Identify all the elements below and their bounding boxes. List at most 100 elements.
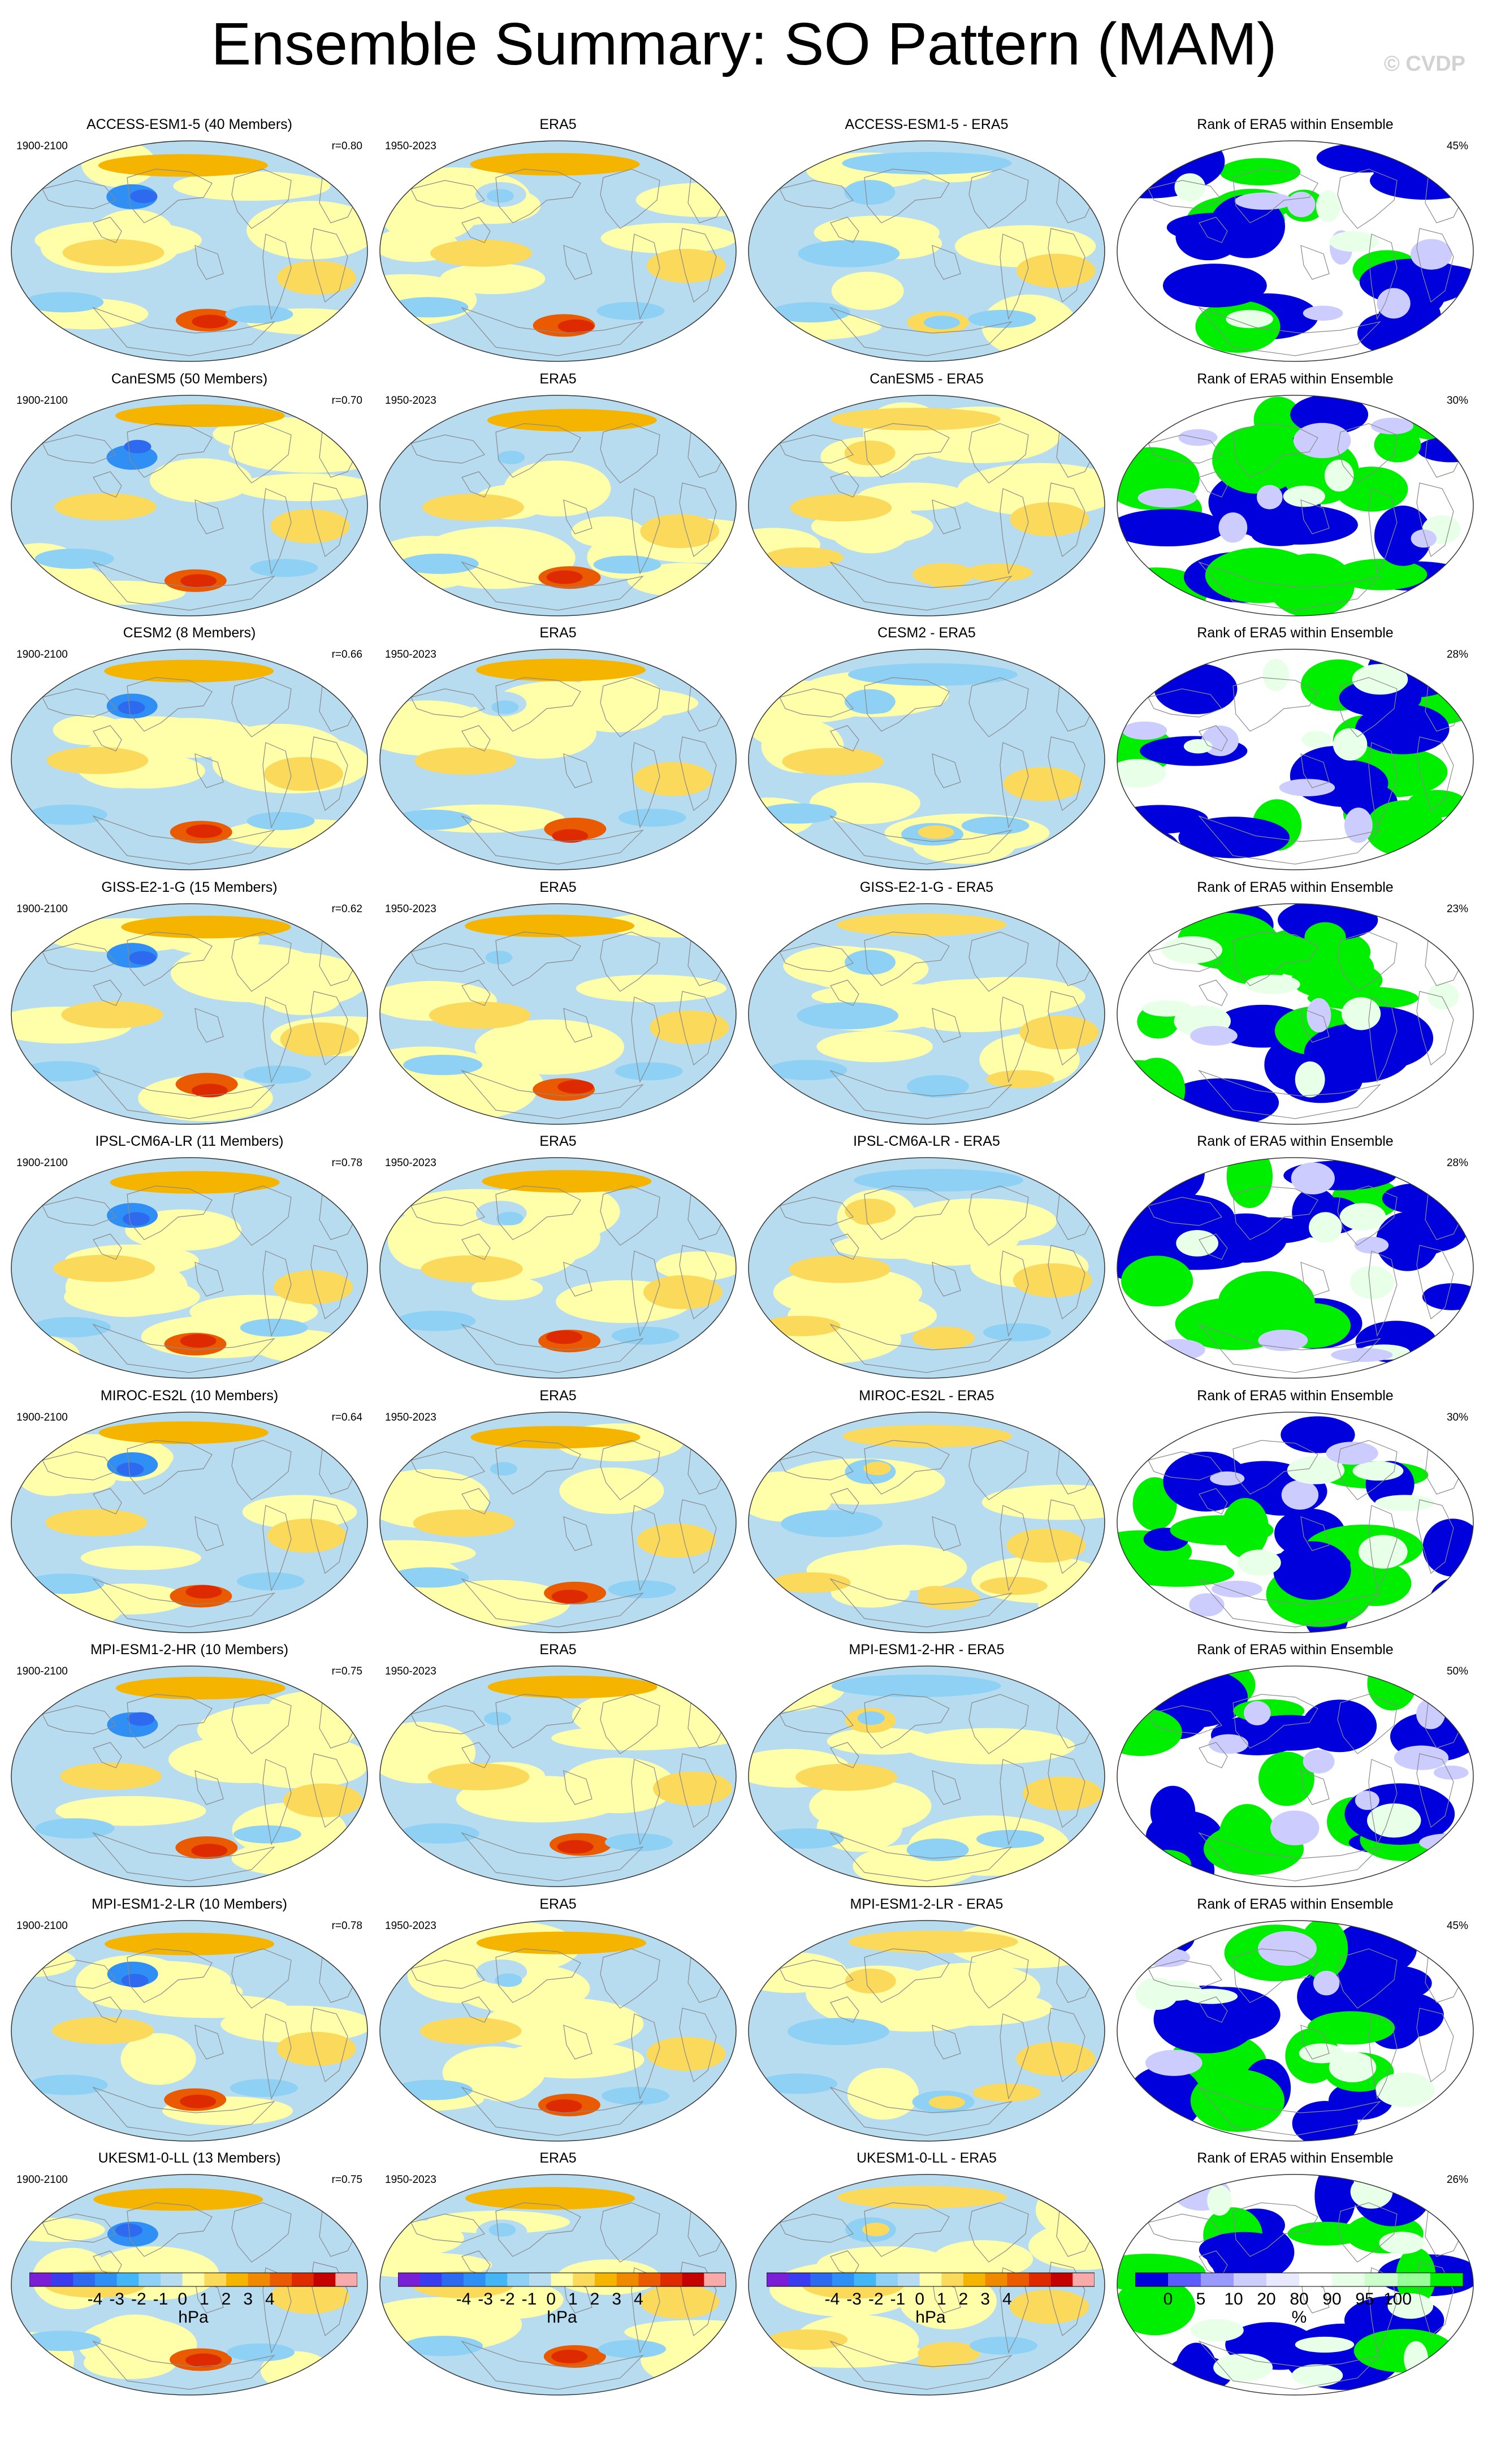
anomaly-contour bbox=[928, 2095, 965, 2109]
anomaly-contour bbox=[98, 154, 268, 177]
rank-region bbox=[1251, 523, 1308, 546]
map-border bbox=[11, 1157, 368, 1379]
panel-title: UKESM1-0-LL (13 Members) bbox=[98, 2150, 281, 2166]
map-border bbox=[379, 1157, 737, 1379]
coastline bbox=[194, 1262, 224, 1297]
colorbar-tick-label: 5 bbox=[1196, 2290, 1206, 2308]
coastline bbox=[563, 245, 592, 280]
panel-title: CESM2 (8 Members) bbox=[123, 625, 256, 641]
coastline bbox=[92, 1323, 275, 1373]
map-border bbox=[11, 1411, 368, 1633]
rank-region bbox=[1339, 1203, 1386, 1231]
anomaly-contour bbox=[28, 804, 107, 825]
anomaly-contour bbox=[504, 460, 611, 516]
anomaly-contour bbox=[34, 548, 114, 569]
map-border bbox=[748, 1919, 1105, 2142]
rank-region bbox=[1399, 261, 1447, 316]
anomaly-contour bbox=[593, 555, 661, 573]
coastline bbox=[968, 1439, 1029, 1500]
colorbar-tick-label: -3 bbox=[846, 2290, 862, 2308]
coastline bbox=[127, 677, 213, 732]
coastline bbox=[495, 1948, 581, 2003]
colorbar: 0 5 10 20 80 90 95 100% bbox=[1135, 2272, 1463, 2327]
pattern-correlation: r=0.75 bbox=[331, 2174, 362, 2186]
map-border bbox=[748, 1157, 1105, 1379]
map-border bbox=[1117, 140, 1474, 362]
coastline bbox=[829, 1578, 1013, 1628]
map-border bbox=[748, 394, 1105, 616]
colorbar-tick-label: 4 bbox=[265, 2290, 275, 2308]
panel-title: MPI-ESM1-2-HR (10 Members) bbox=[90, 1642, 289, 1658]
anomaly-contour bbox=[21, 1060, 101, 1081]
model-panel: CESM2 (8 Members) 1900-2100 r=0.66 bbox=[8, 622, 370, 876]
rank-panel: Rank of ERA5 within Ensemble 30% bbox=[1114, 1384, 1476, 1639]
diff-panel: MPI-ESM1-2-HR - ERA5 bbox=[746, 1638, 1108, 1893]
anomaly-contour bbox=[863, 1461, 891, 1475]
anomaly-contour bbox=[495, 1973, 522, 1987]
coastline bbox=[1198, 2086, 1381, 2136]
anomaly-contour bbox=[816, 1030, 933, 1062]
anomaly-contour bbox=[414, 747, 516, 775]
coastline bbox=[127, 1439, 213, 1495]
rank-region bbox=[1117, 2277, 1196, 2336]
coastline bbox=[127, 1948, 213, 2003]
anomaly-contour bbox=[392, 809, 472, 830]
anomaly-contour bbox=[230, 2078, 298, 2097]
anomaly-contour bbox=[557, 1840, 594, 1854]
coastline bbox=[563, 1007, 592, 1043]
rank-region bbox=[1416, 1698, 1446, 1729]
colorbar-swatch bbox=[660, 2273, 683, 2286]
coastline bbox=[679, 228, 717, 303]
coastline bbox=[194, 1770, 224, 1805]
anomaly-contour bbox=[847, 2068, 919, 2120]
rank-region bbox=[1295, 1061, 1325, 1098]
rank-region bbox=[1429, 1578, 1473, 1626]
colorbar-swatch bbox=[419, 2273, 442, 2286]
anomaly-contour bbox=[608, 1580, 676, 1598]
coastline bbox=[495, 677, 581, 732]
panel-title: Rank of ERA5 within Ensemble bbox=[1197, 116, 1394, 132]
anomaly-contour bbox=[837, 2186, 1007, 2209]
panel-period: 1900-2100 bbox=[16, 394, 68, 407]
diff-panel: CanESM5 - ERA5 bbox=[746, 368, 1108, 622]
colorbar-swatch bbox=[335, 2273, 357, 2286]
obs-map bbox=[379, 1919, 737, 2142]
coastline bbox=[495, 2202, 581, 2257]
coastline bbox=[1198, 1832, 1381, 1882]
rank-region bbox=[1375, 1212, 1439, 1271]
coastline bbox=[42, 1705, 116, 1734]
rank-map bbox=[1117, 1411, 1474, 1633]
coastline bbox=[410, 434, 485, 464]
anomaly-contour bbox=[653, 1771, 733, 1806]
coastline bbox=[1198, 1069, 1381, 1119]
coastline bbox=[93, 1487, 122, 1514]
colorbar-swatch bbox=[876, 2273, 898, 2286]
colorbar-swatch bbox=[161, 2273, 183, 2286]
rank-region bbox=[1245, 974, 1300, 994]
anomaly-contour bbox=[380, 1539, 476, 1567]
coastline bbox=[600, 677, 660, 737]
anomaly-contour bbox=[246, 201, 367, 260]
anomaly-contour bbox=[487, 408, 657, 431]
anomaly-contour bbox=[976, 1829, 1044, 1848]
coastline bbox=[92, 561, 275, 611]
anomaly-contour bbox=[551, 1589, 588, 1603]
panel-row: MIROC-ES2L (10 Members) 1900-2100 r=0.64 ER… bbox=[0, 1384, 1488, 1639]
rank-region bbox=[1287, 1456, 1345, 1485]
colorbar-swatch bbox=[1299, 2273, 1333, 2286]
coastline bbox=[679, 482, 717, 557]
map-border bbox=[11, 1919, 368, 2142]
anomaly-contour bbox=[185, 2353, 222, 2367]
anomaly-contour bbox=[917, 2354, 954, 2368]
rank-region bbox=[1258, 1330, 1308, 1351]
coastline bbox=[1199, 1487, 1228, 1514]
panel-title: Rank of ERA5 within Ensemble bbox=[1197, 1896, 1394, 1912]
obs-panel: ERA5 1950-2023 bbox=[377, 368, 739, 622]
rank-region bbox=[1287, 192, 1316, 218]
colorbar-tick-label: 3 bbox=[612, 2290, 621, 2308]
anomaly-contour bbox=[559, 1467, 664, 1514]
anomaly-contour bbox=[1028, 2222, 1105, 2270]
colorbar-frame bbox=[767, 2272, 1095, 2287]
coastline bbox=[410, 1197, 485, 1226]
rank-region bbox=[1122, 721, 1167, 740]
